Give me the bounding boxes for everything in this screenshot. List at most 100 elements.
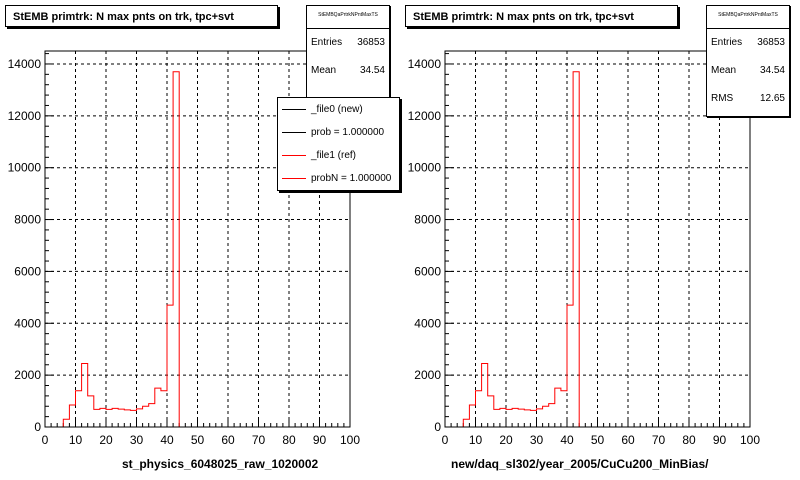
stats-label: Entries xyxy=(311,37,343,48)
y-tick-label: 14000 xyxy=(408,57,442,71)
y-tick-label: 0 xyxy=(434,420,441,434)
stats-name: StEMBQaPrtrkNPntMaxTS xyxy=(707,6,789,29)
stats-name: StEMBQaPrtrkNPntMaxTS xyxy=(307,6,389,29)
legend-label: _file0 (new) xyxy=(311,104,363,115)
histogram-bin xyxy=(500,408,506,427)
histogram-bin xyxy=(506,409,512,427)
x-tick-label: 30 xyxy=(130,433,144,447)
y-tick-label: 14000 xyxy=(8,57,42,71)
y-tick-label: 6000 xyxy=(414,264,441,278)
histogram-bin xyxy=(100,408,106,427)
legend-entry: prob = 1.000000 xyxy=(278,121,399,144)
y-tick-label: 0 xyxy=(34,420,41,434)
x-tick-label: 90 xyxy=(313,433,327,447)
x-tick-label: 100 xyxy=(340,433,360,447)
x-tick-label: 30 xyxy=(530,433,544,447)
legend-swatch xyxy=(282,155,306,156)
histogram-bin xyxy=(88,396,94,427)
histogram-bin xyxy=(94,409,100,427)
histogram-bin xyxy=(149,404,155,427)
x-tick-label: 20 xyxy=(499,433,513,447)
plot-title: StEMB primtrk: N max pnts on trk, tpc+sv… xyxy=(5,5,278,27)
histogram-bin xyxy=(482,363,488,427)
stats-row-mean: Mean 34.54 xyxy=(307,57,389,85)
histogram-bin xyxy=(463,419,469,427)
stats-row-entries: Entries 36853 xyxy=(707,29,789,57)
y-tick-label: 10000 xyxy=(8,161,42,175)
y-tick-label: 8000 xyxy=(414,213,441,227)
histogram-bin xyxy=(567,305,573,427)
x-tick-label: 60 xyxy=(221,433,235,447)
stats-row-entries: Entries 36853 xyxy=(307,29,389,57)
histogram-bin xyxy=(155,388,161,427)
histogram-bin xyxy=(161,391,167,427)
histogram-bin xyxy=(573,72,579,427)
legend: _file0 (new) prob = 1.000000 _file1 (ref… xyxy=(277,97,400,191)
histogram-bin xyxy=(82,363,88,427)
legend-label: probN = 1.000000 xyxy=(311,173,392,184)
histogram-bin xyxy=(494,409,500,427)
x-tick-label: 40 xyxy=(160,433,174,447)
histogram-bin xyxy=(137,409,143,427)
histogram-bin xyxy=(549,404,555,427)
stats-label: Mean xyxy=(311,65,337,76)
x-tick-label: 90 xyxy=(713,433,727,447)
histogram-series-line xyxy=(462,71,586,428)
histogram-series-line xyxy=(62,71,186,428)
plot-frame xyxy=(444,50,751,428)
y-tick-label: 12000 xyxy=(408,109,442,123)
stats-label: Entries xyxy=(711,37,743,48)
histogram-bin xyxy=(112,408,118,427)
y-tick-label: 8000 xyxy=(14,213,41,227)
x-tick-label: 0 xyxy=(442,433,449,447)
histogram-bin xyxy=(63,419,69,427)
stats-value: 36853 xyxy=(757,37,785,48)
stats-row-mean: Mean 34.54 xyxy=(707,57,789,85)
histogram-bin xyxy=(488,396,494,427)
histogram-panel-left: 0 10 20 30 40 50 60 70 80 90 100 0 2000 4000 6000 8000 1… xyxy=(5,5,400,471)
y-tick-label: 12000 xyxy=(8,109,42,123)
histogram-bin xyxy=(476,391,482,427)
histogram-bin xyxy=(561,391,567,427)
histogram-bin xyxy=(173,72,179,427)
histogram-bin xyxy=(537,409,543,427)
x-tick-label: 80 xyxy=(682,433,696,447)
legend-swatch xyxy=(282,178,306,179)
x-tick-label: 70 xyxy=(252,433,266,447)
x-tick-label: 40 xyxy=(560,433,574,447)
legend-entry: probN = 1.000000 xyxy=(278,167,399,190)
legend-entry: _file1 (ref) xyxy=(278,144,399,167)
y-tick-label: 4000 xyxy=(414,316,441,330)
legend-swatch xyxy=(282,109,306,110)
y-tick-label: 4000 xyxy=(14,316,41,330)
histogram-bin xyxy=(76,391,82,427)
stats-label: Mean xyxy=(711,65,737,76)
histogram-bin xyxy=(555,388,561,427)
y-tick-label: 6000 xyxy=(14,264,41,278)
histogram-bin xyxy=(143,406,149,427)
x-tick-label: 60 xyxy=(621,433,635,447)
x-axis-title: new/daq_sl302/year_2005/CuCu200_MinBias/ xyxy=(451,457,709,471)
histogram-plot-right: 0 10 20 30 40 50 60 70 80 90 100 0 2000 4000 6000 8000 1… xyxy=(408,50,760,447)
histogram-bin xyxy=(524,410,530,427)
histogram-bin xyxy=(469,405,475,427)
x-tick-label: 50 xyxy=(591,433,605,447)
x-axis-title: st_physics_6048025_raw_1020002 xyxy=(122,457,319,471)
legend-label: prob = 1.000000 xyxy=(311,127,385,138)
x-tick-label: 0 xyxy=(42,433,49,447)
x-tick-label: 10 xyxy=(69,433,83,447)
x-tick-label: 100 xyxy=(740,433,760,447)
x-tick-label: 70 xyxy=(652,433,666,447)
legend-swatch xyxy=(282,132,306,133)
y-tick-label: 2000 xyxy=(414,368,441,382)
stats-value: 34.54 xyxy=(759,65,785,76)
stats-label: RMS xyxy=(711,93,734,104)
plot-frame xyxy=(44,50,351,428)
x-tick-label: 80 xyxy=(282,433,296,447)
stats-value: 36853 xyxy=(357,37,385,48)
y-tick-label: 10000 xyxy=(408,161,442,175)
histogram-bin xyxy=(106,409,112,427)
histogram-bin xyxy=(167,305,173,427)
plot-title: StEMB primtrk: N max pnts on trk, tpc+sv… xyxy=(405,5,678,27)
stats-value: 34.54 xyxy=(359,65,385,76)
